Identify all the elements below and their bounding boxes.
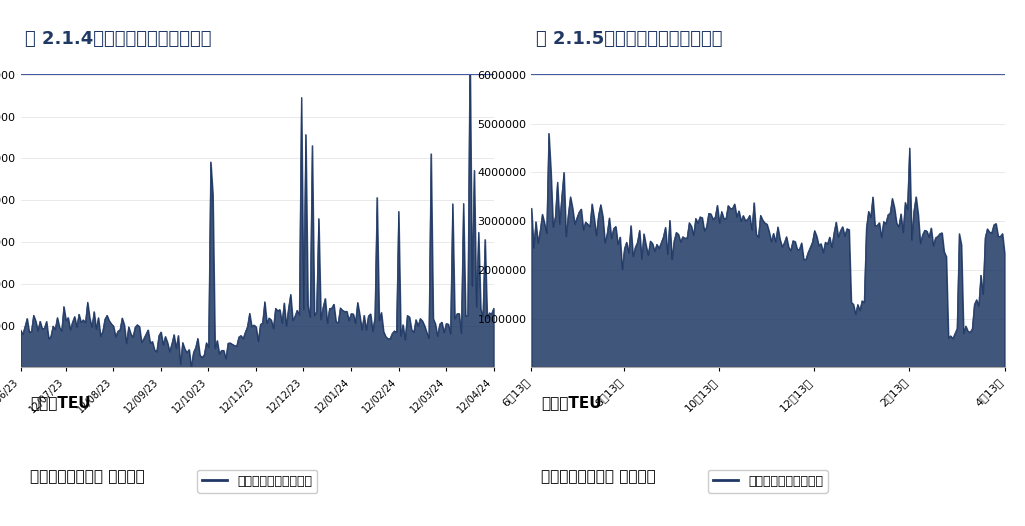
Text: 单位：TEU: 单位：TEU — [30, 396, 90, 410]
Text: 资料来源：路孚特 南华研究: 资料来源：路孚特 南华研究 — [30, 469, 145, 484]
Legend: 中国主要港口到港运力: 中国主要港口到港运力 — [197, 470, 317, 493]
Text: 单位：TEU: 单位：TEU — [541, 396, 602, 410]
Text: 图 2.1.5：中国主要港口在航运力: 图 2.1.5：中国主要港口在航运力 — [536, 31, 723, 48]
Text: 资料来源：路孚特 南华研究: 资料来源：路孚特 南华研究 — [541, 469, 656, 484]
Legend: 中国主要港口在航运力: 中国主要港口在航运力 — [708, 470, 828, 493]
Text: 图 2.1.4：中国主要港口到港运力: 图 2.1.4：中国主要港口到港运力 — [26, 31, 212, 48]
